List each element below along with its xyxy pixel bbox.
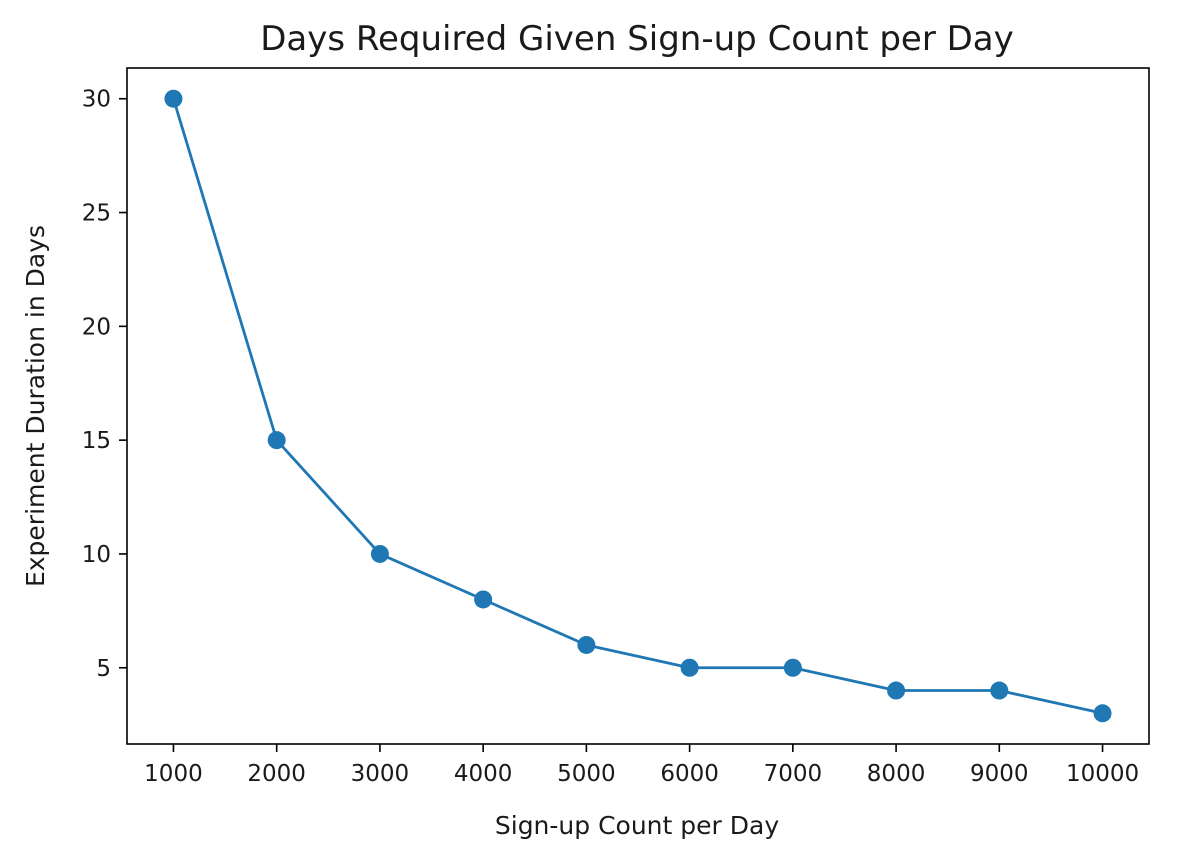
data-point	[267, 431, 286, 450]
series-line	[172, 97, 1104, 715]
y-tick-label: 10	[82, 542, 111, 568]
data-point	[783, 658, 802, 677]
y-tick-label: 5	[96, 656, 111, 682]
x-tick-label: 1000	[144, 761, 203, 787]
plot-frame	[126, 67, 1150, 745]
data-point	[680, 658, 699, 677]
y-axis-label: Experiment Duration in Days	[21, 225, 50, 587]
x-tick-label: 6000	[660, 761, 719, 787]
data-point	[164, 89, 183, 108]
x-axis-label: Sign-up Count per Day	[495, 811, 779, 840]
data-point	[474, 590, 493, 609]
data-point	[1093, 704, 1112, 723]
data-point	[577, 635, 596, 654]
y-tick-label: 25	[82, 201, 111, 227]
y-tick-label: 30	[82, 87, 111, 113]
chart-title: Days Required Given Sign-up Count per Da…	[260, 19, 1014, 59]
x-tick-label: 10000	[1066, 761, 1139, 787]
data-point	[887, 681, 906, 700]
y-tick-label: 15	[82, 428, 111, 454]
plot-area	[164, 89, 1112, 723]
x-tick-label: 4000	[454, 761, 513, 787]
x-tick-label: 8000	[867, 761, 926, 787]
x-tick-label: 9000	[970, 761, 1029, 787]
x-tick-label: 2000	[247, 761, 306, 787]
data-point	[370, 544, 389, 563]
data-point	[990, 681, 1009, 700]
y-tick-label: 20	[82, 314, 111, 340]
x-tick-label: 7000	[764, 761, 823, 787]
x-tick-label: 5000	[557, 761, 616, 787]
y-axis-ticks: 5 10 15 20 25 30	[82, 87, 127, 682]
x-axis-ticks: 1000 2000 3000 4000 5000 6000 7000 8000 9000 1000…	[144, 744, 1139, 787]
x-tick-label: 3000	[351, 761, 410, 787]
